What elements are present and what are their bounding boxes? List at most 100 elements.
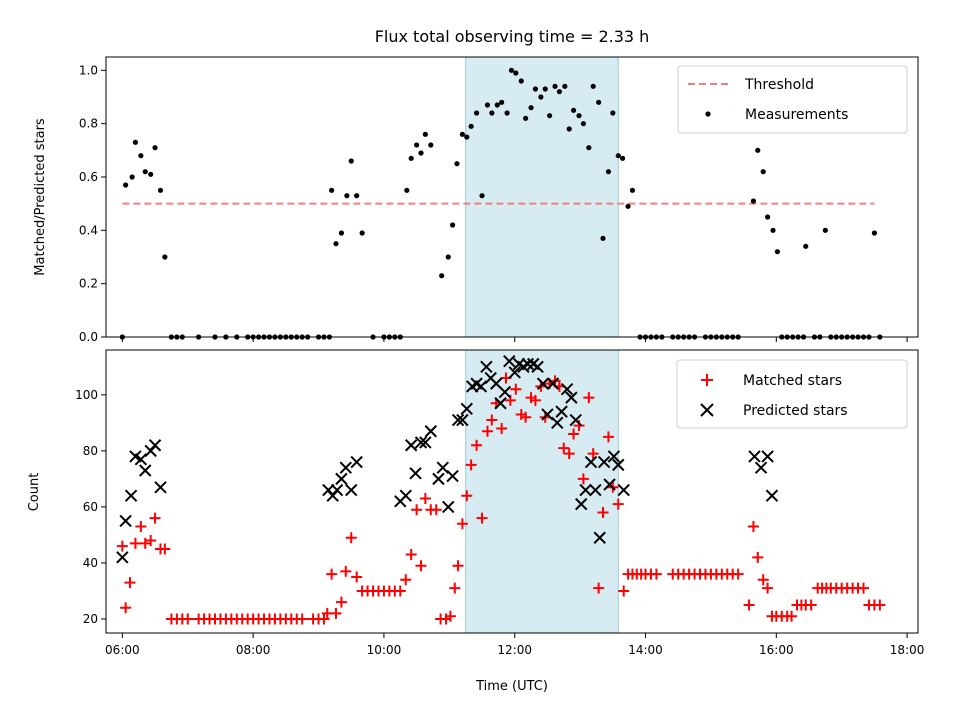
predicted-star-point: [330, 483, 344, 497]
matched-star-point: [345, 532, 357, 544]
matched-star-point: [351, 571, 363, 583]
predicted-star-point: [531, 360, 544, 374]
predicted-star-point: [754, 461, 768, 474]
legend-predicted-swatch: [700, 403, 714, 417]
measurement-point: [822, 227, 828, 233]
matched-star-point: [568, 428, 580, 440]
bottom-plot-frame: [105, 349, 919, 634]
predicted-star-point: [119, 514, 132, 528]
x-tick-label: 12:00: [497, 643, 532, 657]
measurement-point: [454, 161, 460, 167]
measurement-point: [414, 142, 420, 148]
matched-star-point: [326, 568, 338, 580]
legend-matched-label: Matched stars: [743, 373, 842, 389]
measurement-point: [532, 86, 539, 92]
predicted-star-point: [424, 425, 438, 438]
chart-title: Flux total observing time = 2.33 h: [375, 27, 650, 46]
predicted-star-point: [579, 483, 592, 497]
measurement-point: [422, 131, 428, 137]
matched-star-point: [318, 613, 330, 625]
bottom-y-axis-label: Count: [27, 473, 42, 512]
predicted-star-point: [442, 500, 455, 514]
measurement-point: [468, 123, 474, 129]
top-legend-box: [677, 65, 908, 134]
measurement-point: [600, 235, 606, 241]
measurement-point: [590, 83, 596, 89]
predicted-star-point: [451, 413, 465, 427]
predicted-star-point: [508, 366, 521, 379]
measurement-point: [760, 169, 766, 175]
matched-star-point: [805, 599, 817, 611]
matched-star-point: [449, 582, 461, 594]
predicted-star-point: [148, 439, 162, 452]
matched-star-point: [752, 551, 764, 563]
measurement-point: [464, 134, 470, 140]
legend-measurements-swatch: [705, 111, 711, 117]
measurement-point: [620, 155, 626, 161]
measurement-point: [504, 110, 510, 116]
matched-star-point: [430, 504, 442, 516]
measurement-point: [459, 131, 466, 137]
predicted-star-point: [460, 402, 473, 416]
measurement-point: [333, 241, 339, 247]
measurement-point: [750, 198, 757, 204]
predicted-star-point: [116, 551, 129, 564]
measurement-point: [494, 102, 500, 108]
measurement-point: [586, 145, 592, 151]
measurement-point: [547, 113, 553, 119]
matched-star-point: [520, 411, 532, 423]
measurement-point: [418, 150, 424, 156]
predicted-star-point: [617, 483, 630, 497]
measurement-point: [518, 78, 524, 84]
bottom-x-axis: 06:00 08:00 10:00 12:00 14:00 16:00 18:00: [105, 633, 924, 657]
matched-star-point: [335, 596, 347, 608]
matched-star-point: [129, 537, 141, 549]
measurement-point: [354, 193, 360, 199]
measurement-point: [508, 67, 515, 73]
measurement-point: [129, 174, 135, 180]
bottom-legend-box: [676, 359, 908, 429]
matched-star-point: [145, 535, 157, 547]
predicted-star-point: [139, 464, 152, 477]
matched-star-point: [481, 425, 493, 437]
top-shaded-region: [465, 56, 619, 338]
measurement-point: [615, 153, 621, 159]
predicted-star-point: [761, 450, 774, 463]
top-y-tick-label: 1.0: [79, 63, 98, 77]
predicted-star-point: [765, 489, 779, 502]
predicted-star-point: [748, 450, 761, 463]
x-tick-label: 16:00: [759, 643, 794, 657]
matched-star-point: [612, 498, 624, 510]
matched-star-point: [471, 439, 483, 451]
top-x-ticks: [121, 337, 908, 342]
x-axis-label: Time (UTC): [475, 679, 548, 694]
measurement-point: [152, 145, 158, 151]
measurement-point: [123, 182, 129, 188]
predicted-star-point: [589, 483, 602, 497]
predicted-star-point: [584, 455, 598, 469]
matched-star-point: [786, 610, 798, 622]
matched-star-point: [476, 512, 488, 524]
x-tick-label: 08:00: [236, 643, 271, 657]
bottom-y-tick-label: 20: [83, 612, 98, 626]
measurement-point: [629, 187, 636, 193]
measurement-point: [570, 107, 577, 113]
predicted-star-point: [560, 383, 574, 396]
matched-star-point: [340, 565, 352, 577]
top-plot-frame: [105, 56, 919, 338]
matched-star-point: [139, 537, 151, 549]
matched-star-point: [394, 585, 406, 597]
predicted-star-point: [432, 472, 445, 486]
matched-star-point: [486, 414, 498, 426]
bottom-legend: Matched stars Predicted stars: [676, 359, 908, 429]
measurement-point: [803, 243, 809, 249]
measurement-point: [755, 147, 761, 153]
bottom-marks: [116, 355, 886, 625]
measurement-point: [513, 70, 519, 76]
predicted-star-point: [350, 455, 363, 469]
matched-star-point: [747, 521, 759, 533]
measurement-point: [770, 227, 776, 233]
measurement-point: [625, 203, 631, 209]
measurement-point: [556, 89, 563, 95]
